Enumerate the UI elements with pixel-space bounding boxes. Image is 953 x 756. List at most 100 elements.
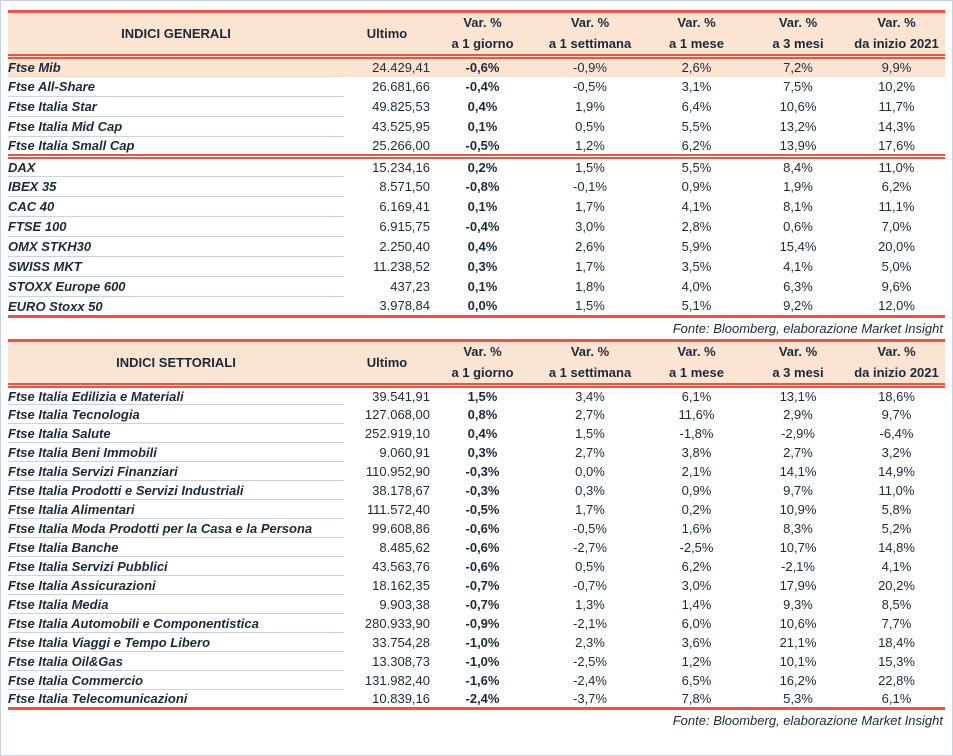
var-value: 17,6% <box>878 137 915 153</box>
var-value: 0,8% <box>467 406 498 422</box>
index-name: Ftse Italia Alimentari <box>8 499 344 519</box>
var-value: 6,1% <box>848 689 945 710</box>
var-value: 5,9% <box>681 239 712 254</box>
var-value: 5,8% <box>881 501 912 517</box>
var-value: -0,6% <box>430 56 535 77</box>
ultimo-value: 24.429,41 <box>344 56 430 77</box>
table-row: Ftse Italia Mid Cap 43.525,95 0,1% 0,5% 5,5%… <box>8 116 945 137</box>
table-row: STOXX Europe 600 437,23 0,1% 1,8% 4,0% 6,3% 9,… <box>8 276 945 297</box>
index-name: Ftse Italia Telecomunicazioni <box>8 689 344 710</box>
var-value: 14,1% <box>779 463 817 479</box>
var-value: -0,4% <box>465 219 500 234</box>
var-value: 13,1% <box>779 388 817 404</box>
row-group: Ftse Italia Edilizia e Materiali 39.541,9… <box>8 385 945 710</box>
var-value: 1,9% <box>783 179 813 194</box>
header-line2: a 1 mese <box>669 364 724 380</box>
var-value: 11,7% <box>878 99 915 114</box>
var-value: 17,9% <box>779 577 817 593</box>
table-title: INDICI GENERALI <box>8 10 344 59</box>
index-name: FTSE 100 <box>8 216 344 237</box>
index-name: DAX <box>8 154 344 177</box>
header-line1: Var. % <box>677 344 716 360</box>
var-value: 2,8% <box>681 219 712 234</box>
index-name: Ftse All-Share <box>8 76 344 97</box>
ultimo-value: 13.308,73 <box>372 653 430 669</box>
var-value: -0,7% <box>465 596 500 612</box>
var-value: 10,6% <box>779 615 817 631</box>
index-name: Ftse Italia Beni Immobili <box>8 442 344 462</box>
indici-generali-table: INDICI GENERALI Ultimo Var. % a 1 giorno Var… <box>8 10 945 318</box>
header-line1: Var. % <box>877 344 916 360</box>
var-value: -0,8% <box>465 179 500 194</box>
var-value: 7,5% <box>783 79 813 94</box>
table-row: SWISS MKT 11.238,52 0,3% 1,7% 3,5% 4,1% 5,0% <box>8 256 945 277</box>
index-name: STOXX Europe 600 <box>8 276 344 297</box>
column-header-var-1: Var. % a 1 settimana <box>535 339 645 388</box>
column-header-var-3: Var. % a 3 mesi <box>748 339 848 388</box>
index-name: Ftse Italia Oil&Gas <box>8 651 344 671</box>
var-value: -0,7% <box>573 577 607 593</box>
var-value: 1,3% <box>575 596 605 612</box>
var-value: 20,0% <box>878 239 915 254</box>
var-value: 1,6% <box>681 520 712 536</box>
var-value: 6,4% <box>681 99 712 114</box>
var-value: 1,2% <box>575 137 605 153</box>
var-value: 7,0% <box>881 219 912 234</box>
var-value: 3,0% <box>575 219 605 234</box>
var-value: 6,5% <box>681 672 712 688</box>
var-value: 1,4% <box>681 596 712 612</box>
ultimo-value: 49.825,53 <box>372 99 430 114</box>
var-value: -0,1% <box>573 179 607 194</box>
var-value: 14,8% <box>878 539 915 555</box>
index-name: IBEX 35 <box>8 176 344 197</box>
var-value: 3,0% <box>681 577 712 593</box>
var-value: 3,2% <box>881 444 912 460</box>
var-value: -0,4% <box>465 79 500 94</box>
var-value: 11,0% <box>848 154 945 177</box>
var-value: 3,8% <box>681 444 712 460</box>
var-value: 16,2% <box>779 672 817 688</box>
var-value: 15,4% <box>779 239 817 254</box>
var-value: 5,5% <box>681 119 712 134</box>
ultimo-value: 26.681,66 <box>372 79 430 94</box>
var-value: -2,1% <box>781 558 815 574</box>
ultimo-value: 110.952,90 <box>365 463 430 479</box>
ultimo-value: 252.919,10 <box>364 425 430 441</box>
var-value: 6,2% <box>881 179 912 194</box>
var-value: 0,4% <box>467 99 498 114</box>
table-row: Ftse Italia Telecomunicazioni 10.839,16 -2… <box>8 689 945 710</box>
var-value: 0,1% <box>467 199 498 214</box>
var-value: 0,3% <box>467 259 498 274</box>
table-row: OMX STKH30 2.250,40 0,4% 2,6% 5,9% 15,4% 20,0% <box>8 236 945 257</box>
header-line2: a 1 giorno <box>451 35 514 51</box>
table-row: Ftse Italia Viaggi e Tempo Libero 33.754,… <box>8 632 945 652</box>
var-value: 13,2% <box>779 119 817 134</box>
var-value: 8,3% <box>783 520 813 536</box>
var-value: 3,1% <box>681 79 712 94</box>
var-value: 9,2% <box>748 296 848 318</box>
var-value: 0,9% <box>681 179 712 194</box>
header-line2: da inizio 2021 <box>854 35 939 51</box>
var-value: -6,4% <box>879 425 914 441</box>
var-value: 0,0% <box>430 296 535 318</box>
index-name: EURO Stoxx 50 <box>8 296 344 318</box>
ultimo-value: 9.060,91 <box>379 444 430 460</box>
header-line1: Var. % <box>677 15 716 31</box>
var-value: 0,1% <box>467 119 498 134</box>
var-value: 12,0% <box>848 296 945 318</box>
var-value: -2,9% <box>781 425 815 441</box>
table-row: Ftse Italia Prodotti e Servizi Industria… <box>8 480 945 500</box>
index-name: Ftse Italia Small Cap <box>8 136 344 157</box>
var-value: 18,4% <box>878 634 915 650</box>
var-value: 7,8% <box>645 689 748 710</box>
header-line2: a 1 mese <box>669 35 724 51</box>
table-row: Ftse Italia Banche 8.485,62 -0,6% -2,7% -2,5… <box>8 537 945 557</box>
ultimo-value: 111.572,40 <box>366 501 430 517</box>
var-value: 5,0% <box>881 259 912 274</box>
var-value: 2,6% <box>645 56 748 77</box>
var-value: 8,5% <box>881 596 912 612</box>
var-value: 5,2% <box>881 520 912 536</box>
table-row: Ftse Italia Assicurazioni 18.162,35 -0,7% -… <box>8 575 945 595</box>
table-row: Ftse Italia Star 49.825,53 0,4% 1,9% 6,4% 10,… <box>8 96 945 117</box>
ultimo-value: 127.068,00 <box>364 406 430 422</box>
